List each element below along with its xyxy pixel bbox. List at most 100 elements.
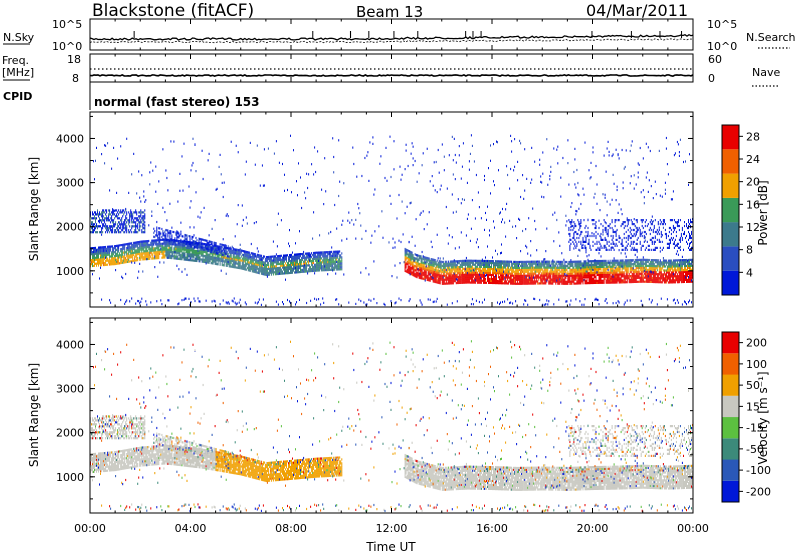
power-cell [139, 229, 141, 232]
power-cell [126, 249, 128, 252]
power-cell [504, 300, 506, 303]
power-cell [480, 279, 482, 282]
power-cell [98, 225, 99, 228]
power-cell [231, 299, 233, 302]
power-cell [416, 256, 418, 259]
power-cell [293, 263, 294, 266]
power-cell [421, 303, 423, 306]
power-cell [139, 225, 141, 228]
power-cell [505, 268, 507, 271]
power-cell [283, 272, 284, 275]
power-cell [394, 264, 396, 267]
power-cell [259, 184, 261, 187]
power-cell [341, 239, 343, 242]
power-cell [147, 249, 149, 253]
power-cell [266, 256, 268, 259]
power-cell [107, 247, 109, 250]
power-cell [427, 271, 429, 274]
noise-right-label: N.Search [746, 31, 796, 44]
power-cell [420, 267, 422, 270]
power-cell [161, 248, 163, 251]
power-cell [312, 261, 314, 265]
power-cell [297, 255, 298, 258]
power-cell [492, 260, 493, 263]
power-cell [226, 258, 228, 262]
power-cell [232, 300, 234, 303]
power-cell [451, 193, 453, 196]
power-cell [144, 256, 146, 259]
power-cell [405, 250, 407, 253]
power-cell [456, 281, 458, 285]
power-cell [121, 255, 123, 259]
power-cell [134, 245, 136, 248]
power-cell [334, 254, 336, 257]
power-cell [175, 233, 177, 236]
power-cell [102, 246, 104, 249]
power-cell [506, 282, 508, 285]
power-cell [336, 250, 338, 253]
power-cell [125, 261, 127, 264]
power-cell [463, 279, 465, 282]
power-cell [499, 282, 500, 285]
power-cell [410, 257, 412, 260]
power-cell [111, 217, 113, 220]
power-cell [417, 254, 419, 257]
power-cell [520, 268, 522, 271]
power-cell [509, 278, 511, 281]
power-cell [531, 276, 533, 279]
power-cell [106, 247, 108, 250]
power-cell [416, 260, 418, 263]
power-cell [277, 259, 279, 262]
power-cell [261, 270, 263, 274]
power-cell [265, 266, 267, 269]
power-cell [476, 267, 478, 270]
power-cell [238, 251, 240, 254]
power-cell [532, 276, 534, 279]
power-cell [184, 239, 186, 243]
power-cell [183, 254, 185, 257]
power-cell [122, 215, 124, 218]
power-cell [491, 264, 492, 267]
power-cell [282, 256, 283, 259]
power-cell [106, 229, 108, 232]
power-cell [106, 227, 108, 230]
power-cell [146, 248, 148, 251]
power-cell [269, 257, 271, 260]
power-cell [334, 256, 336, 259]
power-cell [269, 269, 271, 272]
power-cell [257, 271, 259, 274]
power-cell [429, 180, 431, 183]
power-cell [120, 298, 122, 302]
power-cell [451, 262, 453, 265]
power-cell [284, 254, 285, 257]
power-cell [336, 258, 338, 261]
power-cell [415, 263, 417, 266]
power-cell [247, 261, 249, 264]
power-cell [296, 301, 297, 304]
power-cell [241, 257, 243, 260]
power-cell [140, 211, 142, 214]
power-cell [335, 262, 337, 265]
power-cell [331, 262, 333, 265]
power-cell [105, 261, 107, 264]
power-cell [303, 270, 305, 273]
power-cell [469, 269, 471, 272]
power-cell [198, 258, 200, 261]
power-cell [207, 250, 209, 253]
power-cell [187, 243, 189, 246]
power-cell [114, 263, 116, 266]
power-cell [224, 248, 226, 251]
power-cell [125, 251, 127, 254]
power-cell [295, 271, 296, 274]
power-cell [156, 255, 158, 258]
power-cell [521, 260, 523, 263]
power-cell [416, 262, 418, 265]
power-cell [312, 257, 314, 261]
power-cell [135, 224, 137, 227]
power-cell [168, 246, 170, 249]
power-cell [260, 303, 262, 306]
power-cell [209, 244, 211, 247]
power-cell [265, 258, 267, 261]
power-cell [327, 268, 329, 272]
